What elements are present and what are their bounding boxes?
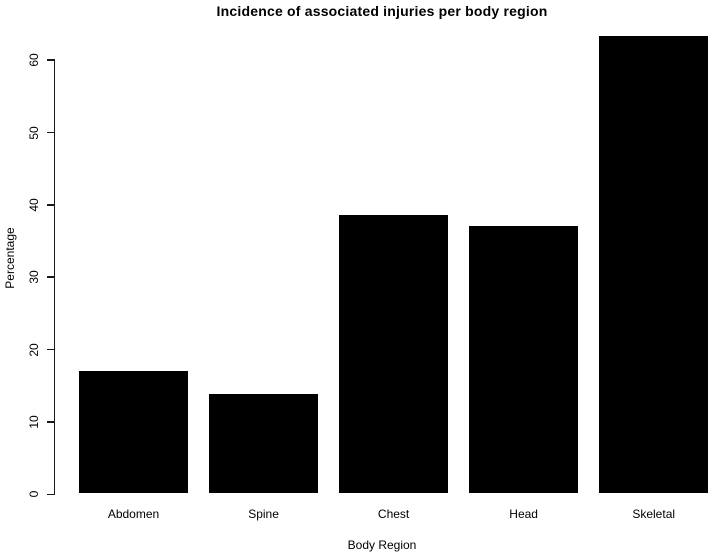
- y-axis-tick: [46, 59, 54, 61]
- y-axis-tick: [46, 204, 54, 206]
- x-category-label: Skeletal: [632, 507, 676, 521]
- y-tick-label: 40: [27, 198, 41, 212]
- y-tick-label: 10: [27, 415, 41, 429]
- x-axis-label: Body Region: [347, 538, 417, 552]
- x-category-label: Head: [509, 507, 538, 521]
- bar-spine: [208, 393, 319, 494]
- y-axis-tick: [46, 131, 54, 134]
- y-axis-line: [53, 59, 55, 495]
- x-category-label: Spine: [248, 507, 279, 521]
- y-axis-tick: [46, 276, 54, 278]
- bar-abdomen: [78, 371, 189, 494]
- bar-skeletal: [598, 36, 709, 494]
- y-axis-tick: [46, 348, 54, 351]
- y-tick-label: 60: [27, 53, 41, 67]
- y-tick-label: 30: [27, 270, 41, 284]
- x-category-label: Abdomen: [107, 507, 160, 521]
- bar-chest: [338, 214, 449, 494]
- chart-title: Incidence of associated injuries per bod…: [216, 3, 548, 19]
- y-axis-tick: [46, 493, 54, 495]
- bar-head: [468, 225, 579, 494]
- y-tick-label: 50: [27, 125, 41, 140]
- y-tick-label: 0: [27, 490, 41, 498]
- x-category-label: Chest: [377, 507, 410, 521]
- y-tick-label: 20: [27, 342, 41, 357]
- y-axis-tick: [46, 421, 54, 423]
- y-axis-label: Percentage: [3, 227, 17, 289]
